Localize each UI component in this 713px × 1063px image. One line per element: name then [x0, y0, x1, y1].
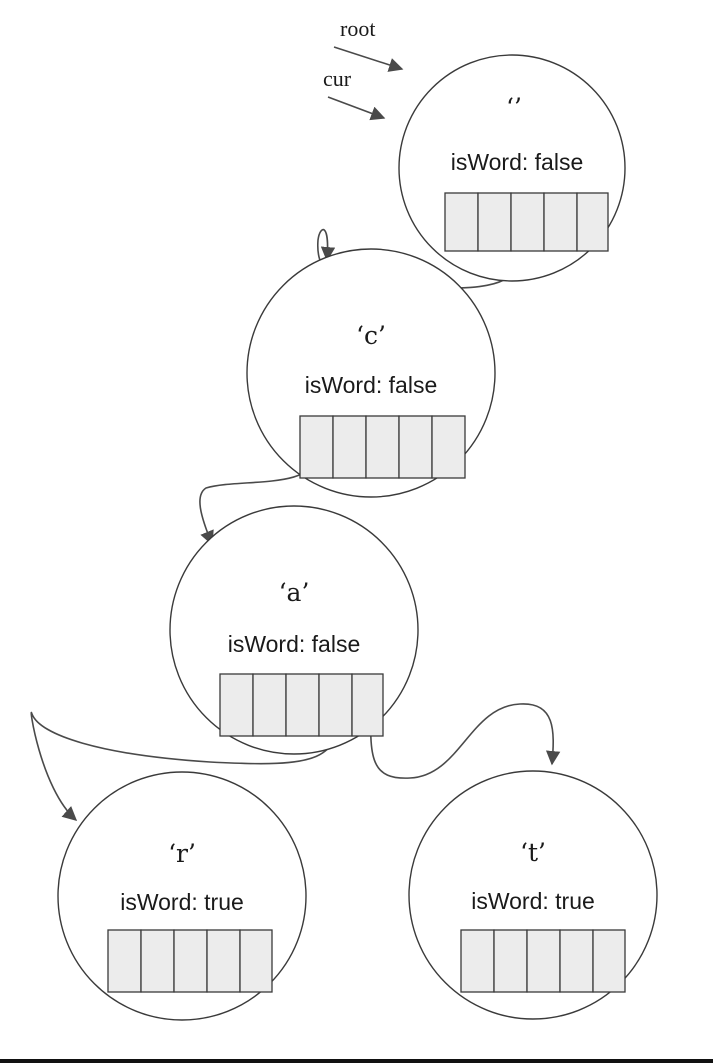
node-isword-label: isWord: false	[228, 631, 361, 657]
child-slot	[285, 673, 320, 737]
child-slot	[526, 929, 561, 993]
child-slot	[299, 415, 334, 479]
child-slot	[398, 415, 433, 479]
children-array	[444, 192, 609, 252]
child-slot	[592, 929, 626, 993]
bottom-border	[0, 1059, 713, 1063]
trie-node-root: ‘’ isWord: false	[398, 54, 626, 282]
trie-node-a: ‘a’ isWord: false	[169, 505, 419, 755]
node-isword-label: isWord: false	[305, 372, 438, 398]
child-slot	[140, 929, 175, 993]
child-slot	[252, 673, 287, 737]
child-slot	[510, 192, 545, 252]
child-slot	[351, 673, 384, 737]
child-slot	[543, 192, 578, 252]
child-slot	[206, 929, 241, 993]
child-slot	[365, 415, 400, 479]
node-char-label: ‘r’	[168, 839, 196, 868]
edge-a-to-t	[369, 699, 561, 779]
node-char-label: ‘c’	[356, 321, 386, 350]
node-char-label: ‘’	[506, 93, 522, 122]
child-slot	[431, 415, 466, 479]
trie-node-r: ‘r’ isWord: true	[57, 771, 307, 1021]
node-char-label: ‘a’	[279, 578, 310, 607]
root-pointer-label: root	[340, 16, 375, 41]
child-slot	[318, 673, 353, 737]
node-char-label: ‘t’	[520, 838, 546, 867]
child-slot	[477, 192, 512, 252]
child-slot	[576, 192, 609, 252]
trie-node-c: ‘c’ isWord: false	[246, 248, 496, 498]
trie-node-t: ‘t’ isWord: true	[408, 770, 658, 1020]
child-slot	[460, 929, 495, 993]
child-slot	[173, 929, 208, 993]
node-isword-label: isWord: false	[451, 149, 584, 175]
children-array	[107, 929, 273, 993]
cur-pointer-label: cur	[323, 66, 352, 91]
child-slot	[332, 415, 367, 479]
children-array	[299, 415, 466, 479]
child-slot	[239, 929, 273, 993]
children-array	[219, 673, 384, 737]
edge-a-to-r	[30, 704, 341, 821]
node-isword-label: isWord: true	[120, 889, 244, 915]
child-slot	[493, 929, 528, 993]
child-slot	[219, 673, 254, 737]
child-slot	[107, 929, 142, 993]
child-slot	[559, 929, 594, 993]
root-pointer-arrow	[333, 46, 404, 72]
cur-pointer-arrow	[327, 96, 386, 121]
child-slot	[444, 192, 479, 252]
node-isword-label: isWord: true	[471, 888, 595, 914]
children-array	[460, 929, 626, 993]
